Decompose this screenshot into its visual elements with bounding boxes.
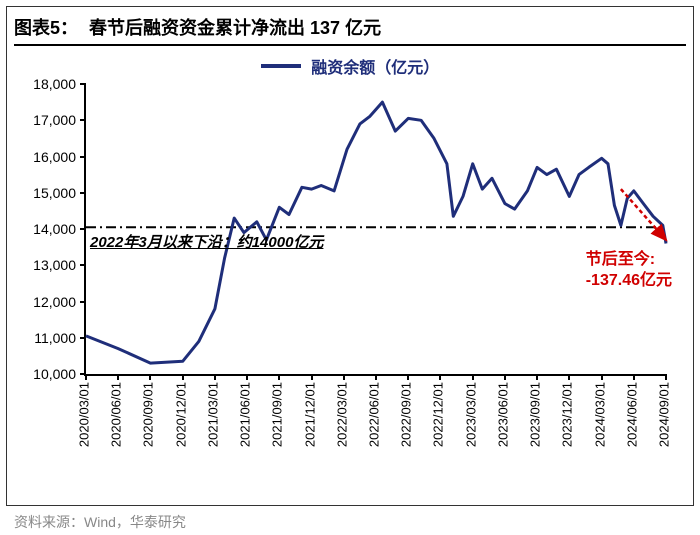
y-tick-label: 12,000	[33, 294, 76, 310]
x-tick-label: 2022/06/01	[367, 382, 382, 447]
x-tick-label: 2020/09/01	[141, 382, 156, 447]
x-tick-label: 2023/12/01	[560, 382, 575, 447]
y-tick-label: 15,000	[33, 185, 76, 201]
x-tick-label: 2022/09/01	[399, 382, 414, 447]
x-tick-label: 2021/09/01	[270, 382, 285, 447]
plot-area: 2022年3月以来下沿：约14000亿元 节后至今: -137.46亿元	[84, 84, 666, 376]
annotation-text: 节后至今: -137.46亿元	[586, 250, 672, 292]
legend: 融资余额（亿元）	[0, 54, 700, 78]
legend-label: 融资余额（亿元）	[311, 60, 439, 77]
x-tick-label: 2020/03/01	[77, 382, 92, 447]
x-tick-label: 2020/12/01	[173, 382, 188, 447]
x-tick-label: 2020/06/01	[109, 382, 124, 447]
x-tick-label: 2023/06/01	[495, 382, 510, 447]
y-tick-label: 11,000	[34, 330, 76, 346]
x-axis-labels: 2020/03/012020/06/012020/09/012020/12/01…	[84, 376, 664, 456]
x-tick-label: 2022/12/01	[431, 382, 446, 447]
y-tick-label: 10,000	[33, 366, 76, 382]
y-tick-label: 16,000	[33, 149, 76, 165]
x-tick-label: 2021/12/01	[302, 382, 317, 447]
x-tick-label: 2024/03/01	[592, 382, 607, 447]
chart-area: 10,000 11,000 12,000 13,000 14,000 15,000 16,0…	[20, 84, 680, 454]
title-divider	[14, 44, 686, 46]
source-text: 资料来源：Wind，华泰研究	[14, 512, 186, 532]
x-tick-mark	[665, 374, 667, 380]
x-tick-label: 2021/06/01	[238, 382, 253, 447]
chart-title: 图表5： 春节后融资资金累计净流出 137 亿元	[14, 14, 381, 40]
x-tick-label: 2022/03/01	[334, 382, 349, 447]
y-tick-label: 13,000	[33, 257, 76, 273]
legend-swatch	[261, 64, 301, 68]
x-tick-label: 2021/03/01	[205, 382, 220, 447]
title-prefix: 图表5：	[14, 18, 78, 38]
x-tick-label: 2024/09/01	[657, 382, 672, 447]
annotation-line1: 节后至今:	[586, 250, 672, 271]
annotation-line2: -137.46亿元	[586, 271, 672, 292]
y-tick-label: 14,000	[33, 221, 76, 237]
x-tick-label: 2024/06/01	[624, 382, 639, 447]
y-tick-label: 18,000	[33, 76, 76, 92]
x-tick-label: 2023/09/01	[528, 382, 543, 447]
annotation-arrow	[86, 84, 666, 374]
title-text: 春节后融资资金累计净流出 137 亿元	[89, 18, 381, 38]
x-tick-label: 2023/03/01	[463, 382, 478, 447]
y-axis-labels: 10,00011,00012,00013,00014,00015,00016,0…	[20, 84, 80, 374]
y-tick-label: 17,000	[33, 112, 76, 128]
